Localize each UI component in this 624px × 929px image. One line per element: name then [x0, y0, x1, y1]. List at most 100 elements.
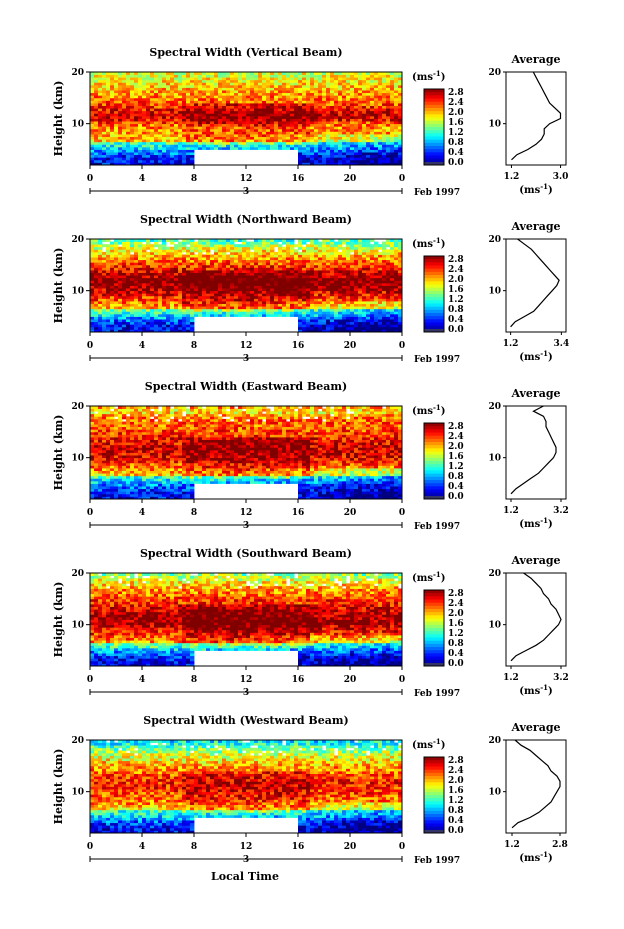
heatmap-cell [110, 105, 115, 109]
heatmap-cell [278, 295, 283, 299]
heatmap-cell [114, 251, 119, 255]
heatmap-cell [286, 282, 291, 286]
heatmap-cell [398, 254, 403, 258]
heatmap-cell [390, 97, 395, 101]
heatmap-cell [322, 100, 327, 104]
heatmap-cell [230, 275, 235, 279]
heatmap-cell [262, 259, 267, 263]
heatmap-cell [338, 134, 343, 137]
heatmap-cell [338, 272, 343, 276]
heatmap-cell [378, 316, 383, 320]
heatmap-cell [306, 134, 311, 137]
heatmap-cell [218, 128, 223, 132]
heatmap-cell [374, 95, 379, 99]
heatmap-cell [170, 128, 175, 132]
heatmap-cell [390, 84, 395, 88]
heatmap-cell [346, 121, 351, 125]
heatmap-cell [354, 128, 359, 132]
heatmap-cell [386, 123, 391, 127]
heatmap-cell [198, 136, 203, 140]
heatmap-cell [286, 311, 291, 315]
heatmap-cell [362, 128, 367, 132]
heatmap-cell [130, 118, 135, 122]
heatmap-cell [174, 154, 179, 158]
heatmap-cell [110, 259, 115, 263]
heatmap-cell [166, 282, 171, 286]
heatmap-cell [182, 157, 187, 161]
heatmap-cell [330, 324, 335, 328]
heatmap-cell [186, 293, 191, 297]
heatmap-cell [150, 121, 155, 125]
heatmap-cell [306, 154, 311, 158]
heatmap-cell [210, 257, 215, 261]
heatmap-cell [134, 316, 139, 320]
heatmap-cell [198, 90, 203, 94]
heatmap-cell [254, 126, 259, 130]
heatmap-cell [226, 257, 231, 261]
heatmap-cell [214, 82, 219, 86]
heatmap-cell [106, 282, 111, 286]
heatmap-cell [338, 92, 343, 96]
heatmap-cell [106, 290, 111, 294]
heatmap-cell [366, 275, 371, 279]
heatmap-cell [266, 308, 271, 312]
heatmap-cell [290, 95, 295, 99]
heatmap-cell [262, 110, 267, 114]
heatmap-cell [394, 115, 399, 119]
heatmap-cell [286, 144, 291, 148]
heatmap-cell [246, 311, 251, 315]
heatmap-cell [342, 251, 347, 255]
heatmap-cell [178, 157, 183, 161]
heatmap-cell [194, 82, 199, 86]
heatmap-cell [174, 277, 179, 281]
heatmap-cell [98, 262, 103, 266]
heatmap-cell [398, 308, 403, 312]
heatmap-cell [146, 319, 151, 323]
heatmap-cell [118, 267, 123, 271]
heatmap-cell [142, 280, 147, 284]
heatmap-cell [338, 82, 343, 86]
heatmap-cell [186, 267, 191, 271]
heatmap-cell [366, 162, 371, 166]
heatmap-cell [374, 288, 379, 292]
heatmap-cell [178, 113, 183, 117]
heatmap-cell [174, 90, 179, 94]
heatmap-cell [354, 152, 359, 156]
heatmap-cell [378, 118, 383, 122]
heatmap-cell [334, 87, 339, 91]
heatmap-cell [306, 108, 311, 112]
heatmap-cell [118, 139, 123, 143]
x-tick-label: 12 [240, 174, 253, 184]
heatmap-cell [210, 306, 215, 310]
heatmap-cell [254, 306, 259, 310]
heatmap-cell [282, 288, 287, 292]
heatmap-cell [98, 162, 103, 166]
heatmap-cell [242, 128, 247, 132]
heatmap-cell [126, 319, 131, 323]
heatmap-cell [146, 301, 151, 304]
heatmap-cell [306, 72, 311, 75]
heatmap-cell [222, 90, 227, 94]
heatmap-cell [330, 84, 335, 88]
heatmap-cell [138, 87, 143, 91]
heatmap-cell [282, 303, 287, 307]
heatmap-cell [334, 128, 339, 132]
heatmap-cell [278, 136, 283, 140]
heatmap-cell [226, 282, 231, 286]
heatmap-cell [174, 293, 179, 297]
heatmap-cell [394, 92, 399, 96]
heatmap-cell [398, 82, 403, 86]
heatmap-cell [186, 92, 191, 96]
heatmap-cell [130, 136, 135, 140]
heatmap-cell [94, 84, 99, 88]
heatmap-cell [102, 267, 107, 271]
heatmap-cell [234, 288, 239, 292]
heatmap-cell [346, 295, 351, 299]
heatmap-cell [342, 159, 347, 163]
heatmap-cell [114, 316, 119, 320]
heatmap-cell [274, 90, 279, 94]
heatmap-cell [322, 131, 327, 135]
heatmap-cell [114, 103, 119, 106]
heatmap-cell [258, 128, 263, 132]
heatmap-cell [298, 72, 303, 75]
